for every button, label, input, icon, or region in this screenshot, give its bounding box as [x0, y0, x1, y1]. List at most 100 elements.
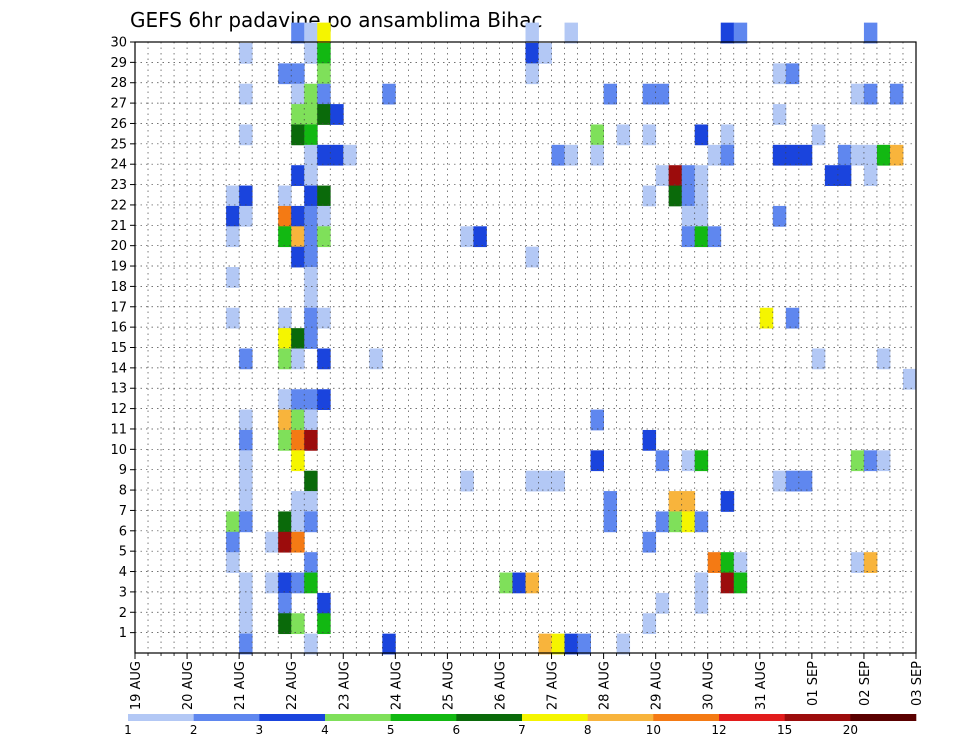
heatmap-cell [837, 165, 852, 186]
heatmap-cell [291, 63, 305, 85]
heatmap-cell [291, 348, 305, 370]
heatmap-cell [642, 185, 657, 207]
heatmap-cell [291, 226, 305, 248]
heatmap-cell [538, 470, 552, 492]
heatmap-cell [876, 450, 891, 472]
heatmap-cell [382, 633, 396, 655]
y-tick-label: 19 [110, 260, 127, 275]
heatmap-cell [317, 389, 331, 410]
heatmap-cell [239, 429, 253, 451]
heatmap-cell [668, 165, 683, 186]
x-tick-label: 25 AUG [441, 661, 456, 710]
heatmap-cell [291, 104, 305, 125]
heatmap-cell [304, 409, 318, 431]
heatmap-cell [785, 144, 800, 166]
heatmap-cell [733, 552, 748, 573]
heatmap-cell [863, 83, 878, 105]
heatmap-cell [590, 124, 604, 146]
y-tick-label: 14 [110, 361, 127, 376]
heatmap-cell [278, 307, 292, 329]
colorbar-label: 7 [518, 723, 526, 737]
heatmap-cell [291, 205, 305, 227]
heatmap-cell [239, 592, 253, 614]
heatmap-cell [317, 144, 331, 166]
heatmap-cell [226, 185, 240, 207]
heatmap-cell [278, 572, 292, 594]
heatmap-cell [564, 22, 578, 44]
heatmap-cell [304, 124, 318, 146]
colorbar-swatch [390, 714, 457, 721]
heatmap-cell [291, 83, 305, 105]
heatmap-cell [551, 470, 565, 492]
y-tick-label: 30 [110, 36, 127, 51]
heatmap-cell [655, 83, 670, 105]
heatmap-cell [291, 165, 305, 186]
heatmap-cell [226, 531, 240, 553]
heatmap-cell [876, 348, 891, 370]
heatmap-cell [551, 633, 565, 655]
x-tick-label: 31 AUG [754, 661, 769, 710]
heatmap-cell [239, 124, 253, 146]
heatmap-cell [304, 389, 318, 410]
heatmap-cell [304, 22, 318, 44]
colorbar-legend: 1 2 3 4 5 6 7 8 10 12 15 20 [124, 714, 917, 737]
y-tick-label: 29 [110, 56, 127, 71]
heatmap-cell [278, 409, 292, 431]
heatmap-cell [239, 450, 253, 472]
colorbar-swatch [522, 714, 588, 721]
heatmap-cell [863, 552, 878, 573]
y-tick-label: 22 [110, 198, 127, 213]
heatmap-cell [525, 246, 539, 268]
heatmap-cell [681, 491, 696, 512]
colorbar-swatch [456, 714, 523, 721]
heatmap-cell [538, 43, 552, 64]
y-tick-label: 12 [110, 402, 127, 417]
heatmap-cell [304, 429, 318, 451]
heatmap-cell [785, 307, 800, 329]
y-tick-label: 24 [110, 158, 127, 173]
heatmap-cell [655, 511, 670, 533]
heatmap-cell [785, 63, 800, 85]
heatmap-cell [330, 144, 344, 166]
heatmap-cell [239, 205, 253, 227]
heatmap-cell [655, 165, 670, 186]
heatmap-cell [538, 633, 552, 655]
heatmap-cell [226, 552, 240, 573]
heatmap-cell [863, 165, 878, 186]
chart-title: GEFS 6hr padavine po ansamblima Bihac [130, 8, 542, 32]
heatmap-cell [590, 450, 604, 472]
y-tick-label: 8 [119, 484, 127, 499]
heatmap-cell [291, 511, 305, 533]
heatmap-cell [304, 307, 318, 329]
x-tick-label: 22 AUG [285, 661, 300, 710]
heatmap-cells [226, 22, 917, 655]
colorbar-label: 12 [711, 723, 726, 737]
heatmap-cell [317, 43, 331, 64]
heatmap-cell [265, 531, 279, 553]
y-tick-label: 9 [119, 463, 127, 478]
heatmap-cell [681, 185, 696, 207]
heatmap-cell [876, 144, 891, 166]
colorbar-swatch [719, 714, 785, 721]
heatmap-cell [304, 144, 318, 166]
colorbar-swatch [850, 714, 917, 721]
heatmap-cell [304, 552, 318, 573]
x-tick-label: 20 AUG [181, 661, 196, 710]
heatmap-cell [278, 511, 292, 533]
colorbar-label: 3 [256, 723, 264, 737]
heatmap-cell [512, 572, 526, 594]
x-axis-ticks: 19 AUG 20 AUG 21 AUG 22 AUG 23 AUG 24 AUG 25 A… [129, 653, 925, 710]
heatmap-cell [681, 165, 696, 186]
heatmap-cell [304, 633, 318, 655]
heatmap-cell [707, 144, 722, 166]
heatmap-cell [668, 185, 683, 207]
heatmap-cell [304, 104, 318, 125]
heatmap-cell [889, 83, 904, 105]
heatmap-cell [304, 205, 318, 227]
heatmap-cell [291, 531, 305, 553]
heatmap-cell [291, 22, 305, 44]
heatmap-cell [239, 470, 253, 492]
x-tick-label: 29 AUG [650, 661, 665, 710]
heatmap-cell [863, 22, 878, 44]
heatmap-cell [772, 63, 787, 85]
